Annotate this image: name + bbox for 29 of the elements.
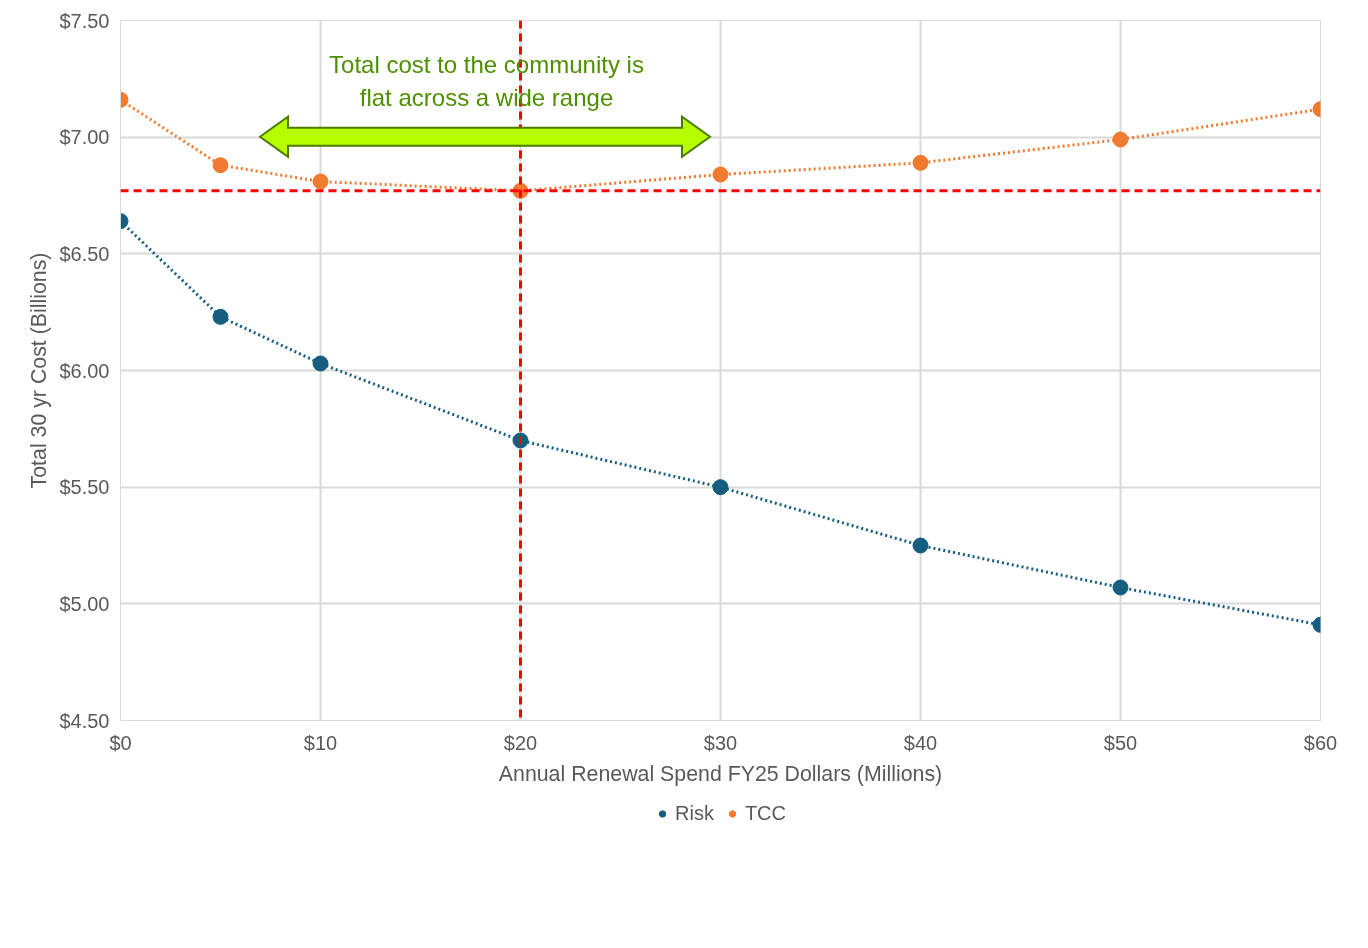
point <box>1112 131 1129 148</box>
legend-label: Risk <box>675 801 714 825</box>
x-tick-label: $40 <box>903 731 938 754</box>
y-tick-label: $7.00 <box>59 126 110 149</box>
point <box>1112 579 1129 596</box>
y-tick-label: $4.50 <box>59 709 110 732</box>
x-axis-title: Annual Renewal Spend FY25 Dollars (Millions) <box>498 761 943 786</box>
y-tick-label: $7.50 <box>59 9 110 32</box>
x-tick-label: $10 <box>303 731 338 754</box>
legend-label: TCC <box>744 801 786 825</box>
point <box>212 308 229 325</box>
y-axis-title: Total 30 yr Cost (Billions) <box>27 252 52 489</box>
point <box>712 479 729 496</box>
point <box>312 355 329 372</box>
y-tick-label: $6.50 <box>59 242 110 265</box>
point <box>712 166 729 183</box>
y-tick-label: $5.50 <box>59 476 110 499</box>
x-tick-label: $30 <box>703 731 738 754</box>
x-tick-label: $50 <box>1103 731 1138 754</box>
point <box>912 154 929 171</box>
x-tick-label: $0 <box>109 731 132 754</box>
point <box>212 157 229 174</box>
point <box>912 537 929 554</box>
point <box>312 173 329 190</box>
annotation: Total cost to the community is flat across a wide range <box>329 51 644 111</box>
x-tick-label: $20 <box>503 731 538 754</box>
y-tick-label: $5.00 <box>59 592 110 615</box>
x-tick-label: $60 <box>1303 731 1338 754</box>
y-tick-label: $6.00 <box>59 359 110 382</box>
